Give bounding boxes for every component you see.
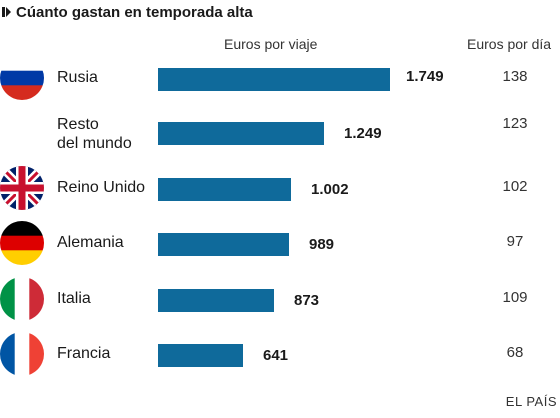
bar	[158, 178, 291, 201]
bar-value-label: 641	[263, 347, 289, 364]
chart-row: Resto del mundo 1.249 123	[0, 105, 560, 159]
country-label: Reino Unido	[57, 179, 146, 196]
germany-flag-icon	[0, 221, 44, 265]
bar-value-label: 1.249	[344, 125, 382, 142]
country-label: Italia	[57, 290, 91, 307]
chart-row: Italia 873 109	[0, 272, 560, 326]
russia-flag-icon	[0, 56, 44, 100]
bullet-icon	[2, 7, 11, 17]
country-label: Resto del mundo	[57, 116, 132, 152]
country-label: Francia	[57, 345, 111, 362]
chart-row: Alemania 989 97	[0, 216, 560, 270]
bar	[158, 344, 243, 367]
bar-value-label: 1.002	[311, 181, 349, 198]
bar	[158, 233, 289, 256]
day-value-label: 97	[506, 233, 524, 250]
source-credit: EL PAÍS	[505, 394, 557, 409]
day-value-label: 109	[502, 289, 528, 306]
day-value-label: 102	[502, 178, 528, 195]
column-header-viaje: Euros por viaje	[224, 36, 318, 52]
chart-title-text: Cúanto gastan en temporada alta	[16, 3, 253, 21]
chart-row: Francia 641 68	[0, 327, 560, 381]
bar-value-label: 873	[294, 292, 320, 309]
chart-row: Reino Unido 1.002 102	[0, 161, 560, 215]
bar	[158, 289, 274, 312]
bar-value-label: 1.749	[406, 68, 444, 85]
bar	[158, 122, 324, 145]
italy-flag-icon	[0, 277, 44, 321]
day-value-label: 68	[506, 344, 524, 361]
day-value-label: 123	[502, 115, 528, 132]
france-flag-icon	[0, 332, 44, 376]
column-header-dia: Euros por día	[467, 36, 552, 52]
uk-flag-icon	[0, 166, 44, 210]
bar-value-label: 989	[309, 236, 335, 253]
country-label: Alemania	[57, 234, 124, 251]
chart-row: Rusia 1.749 138	[0, 51, 560, 105]
bar	[158, 68, 390, 91]
chart-title: Cúanto gastan en temporada alta	[2, 1, 253, 23]
day-value-label: 138	[502, 68, 528, 85]
country-label: Rusia	[57, 69, 98, 86]
